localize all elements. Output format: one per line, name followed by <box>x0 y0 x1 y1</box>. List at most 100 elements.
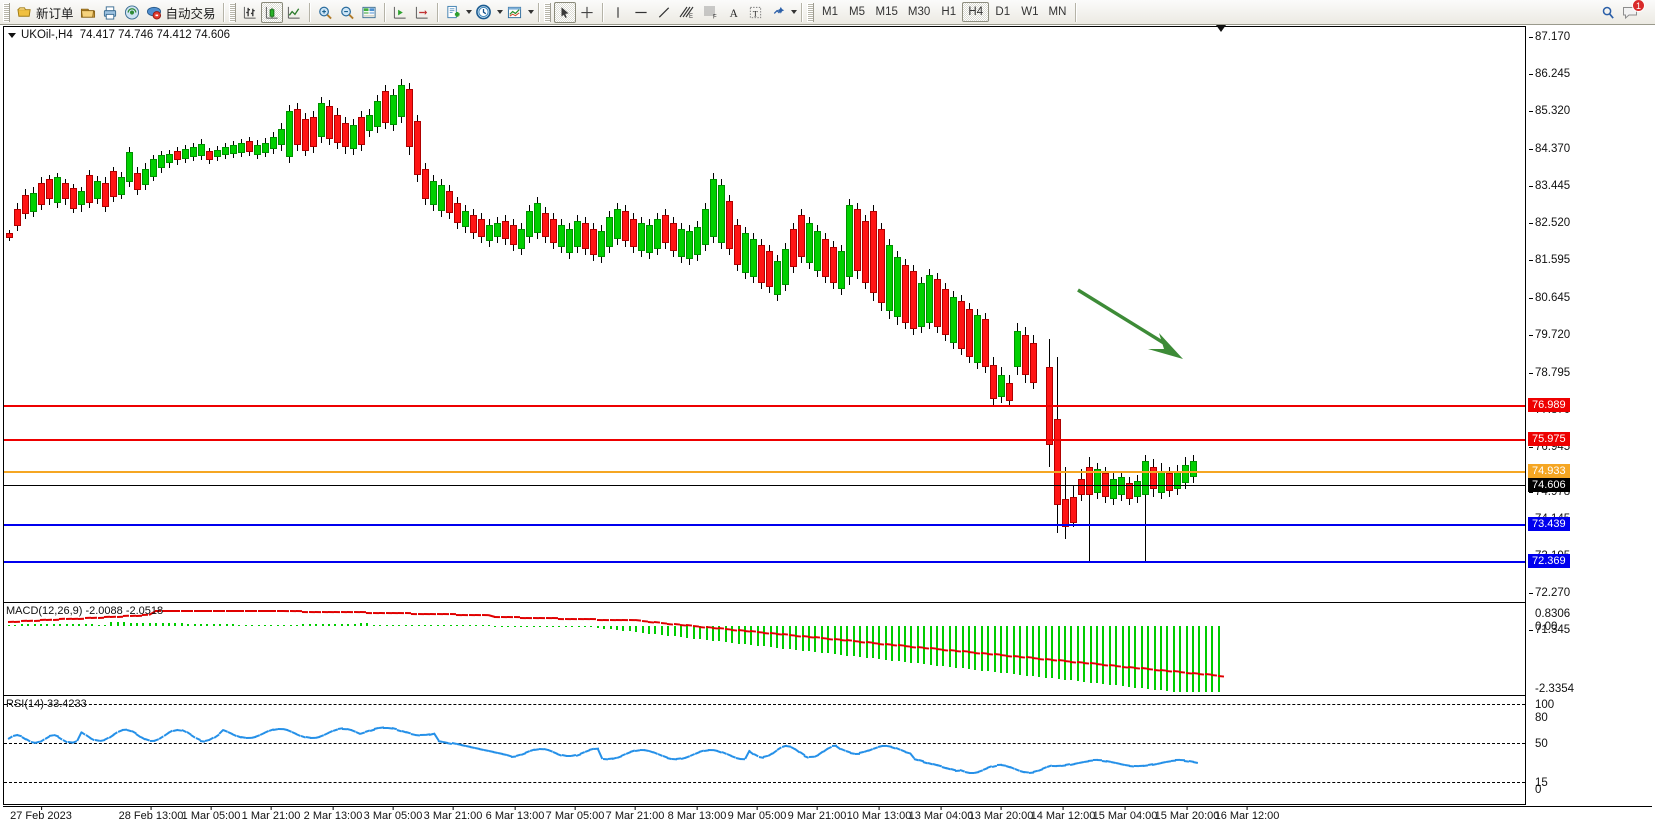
candle-body <box>622 211 629 241</box>
macd-signal-line <box>667 622 674 626</box>
price-tick: 84.370 <box>1528 143 1571 155</box>
price-level-line[interactable] <box>4 561 1525 563</box>
macd-histogram-bar <box>1044 626 1047 678</box>
zoom-out-icon[interactable] <box>336 2 358 23</box>
macd-histogram-bar <box>916 626 919 664</box>
macd-histogram-bar <box>72 623 74 626</box>
candle-body <box>294 109 301 145</box>
candle-body <box>30 193 37 212</box>
folder-icon[interactable] <box>77 2 99 23</box>
period-dropdown-icon[interactable] <box>496 10 503 14</box>
macd-histogram-bar <box>123 622 126 626</box>
candlestick-chart-icon[interactable] <box>260 1 283 23</box>
grid-icon[interactable] <box>358 2 380 23</box>
macd-histogram-bar <box>923 626 926 665</box>
macd-histogram-bar <box>897 626 900 662</box>
auto-scroll-icon[interactable] <box>411 2 433 23</box>
macd-histogram-bar <box>276 624 279 626</box>
new-order-button[interactable] <box>13 2 35 23</box>
timeframe-mn[interactable]: MN <box>1048 6 1067 18</box>
candle-body <box>1086 467 1093 495</box>
macd-histogram-bar <box>750 626 753 645</box>
text-box-icon[interactable]: T <box>745 2 767 23</box>
macd-histogram-bar <box>904 626 906 663</box>
candle-body <box>1126 483 1133 499</box>
templates-icon[interactable] <box>503 2 526 23</box>
toolbar-grip[interactable] <box>3 2 10 22</box>
current-bar-marker-icon <box>1216 25 1226 32</box>
macd-signal-line <box>955 649 962 653</box>
rsi-level-80 <box>4 704 1525 705</box>
timeframe-h1[interactable]: H1 <box>941 6 957 18</box>
period-clock-icon[interactable] <box>472 2 495 23</box>
signal-icon[interactable] <box>121 2 143 23</box>
hline-icon[interactable] <box>629 2 653 23</box>
price-level-line[interactable] <box>4 524 1525 526</box>
time-tick: 7 Mar 21:00 <box>605 806 665 822</box>
templates-dropdown-icon[interactable] <box>527 10 534 14</box>
macd-histogram-bar <box>1172 626 1175 692</box>
macd-histogram-bar <box>724 626 727 643</box>
macd-signal-line <box>78 617 85 620</box>
chart-area[interactable]: UKOil-,H4 74.417 74.746 74.412 74.606 MA… <box>0 25 1655 828</box>
macd-series <box>4 603 1525 694</box>
candle-body <box>542 213 549 237</box>
bar-chart-icon[interactable] <box>239 2 261 23</box>
time-axis[interactable]: 27 Feb 2023 28 Feb 13:00 1 Mar 05:00 1 Mar … <box>3 806 1652 827</box>
timeframe-h4[interactable]: H4 <box>962 2 990 22</box>
timeframe-m15[interactable]: M15 <box>875 6 898 18</box>
fibonacci-icon[interactable]: F <box>699 2 723 23</box>
price-level-line[interactable] <box>4 439 1525 441</box>
candle-body <box>854 209 861 271</box>
chart-dropdown-icon[interactable] <box>8 32 16 38</box>
price-tick: 80.645 <box>1528 292 1571 304</box>
macd-signal-line <box>270 610 277 613</box>
price-level-line[interactable] <box>4 405 1525 407</box>
candle-body <box>758 245 765 283</box>
text-label-icon[interactable]: A <box>723 2 745 23</box>
toolbar-grip-3[interactable] <box>543 2 551 22</box>
macd-signal-line <box>1051 658 1058 662</box>
zoom-in-icon[interactable] <box>314 2 336 23</box>
candle-body <box>630 219 637 247</box>
vline-icon[interactable] <box>607 2 629 23</box>
candle-body <box>782 249 789 285</box>
timeframe-m30[interactable]: M30 <box>907 6 931 18</box>
shapes-dropdown-icon[interactable] <box>790 10 797 14</box>
timeframe-w1[interactable]: W1 <box>1021 6 1039 18</box>
macd-histogram-bar <box>424 624 426 626</box>
add-indicator-dropdown-icon[interactable] <box>465 10 472 14</box>
price-level-line[interactable] <box>4 471 1525 473</box>
toolbar-grip-2[interactable] <box>228 2 236 22</box>
candle-body <box>78 191 85 205</box>
toolbar-grip-4[interactable] <box>806 2 814 22</box>
timeframe-d1[interactable]: D1 <box>995 6 1011 18</box>
messages-icon[interactable]: 1 <box>1619 0 1645 23</box>
timeframe-m5[interactable]: M5 <box>849 6 866 18</box>
macd-histogram-bar <box>1006 626 1009 674</box>
macd-histogram-bar <box>974 626 977 670</box>
trendline-icon[interactable] <box>653 2 675 23</box>
chart-shift-icon[interactable] <box>389 2 411 23</box>
add-indicator-icon[interactable] <box>442 2 464 23</box>
cursor-icon[interactable] <box>553 1 576 23</box>
print-preview-icon[interactable] <box>99 2 121 23</box>
candle-body <box>6 233 13 238</box>
equidistant-channel-icon[interactable]: E <box>675 2 699 23</box>
chart-plot-border <box>3 26 1526 805</box>
candle-body <box>950 297 957 343</box>
crosshair-icon[interactable] <box>576 2 598 23</box>
timeframe-m1[interactable]: M1 <box>822 6 839 18</box>
shapes-icon[interactable] <box>767 2 789 23</box>
price-axis[interactable]: 87.170 86.245 85.320 84.370 83.445 82.520 81.5… <box>1527 26 1652 805</box>
expert-advisor-icon[interactable] <box>143 2 165 23</box>
search-icon[interactable] <box>1597 2 1619 23</box>
line-chart-icon[interactable] <box>283 2 305 23</box>
trend-arrow-annotation[interactable] <box>1075 287 1195 372</box>
macd-histogram-bar <box>187 623 190 626</box>
candle-body <box>702 209 709 245</box>
macd-histogram-bar <box>1166 626 1169 692</box>
macd-signal-line <box>59 618 66 621</box>
price-level-line[interactable] <box>4 485 1525 486</box>
candle-body <box>798 215 805 257</box>
